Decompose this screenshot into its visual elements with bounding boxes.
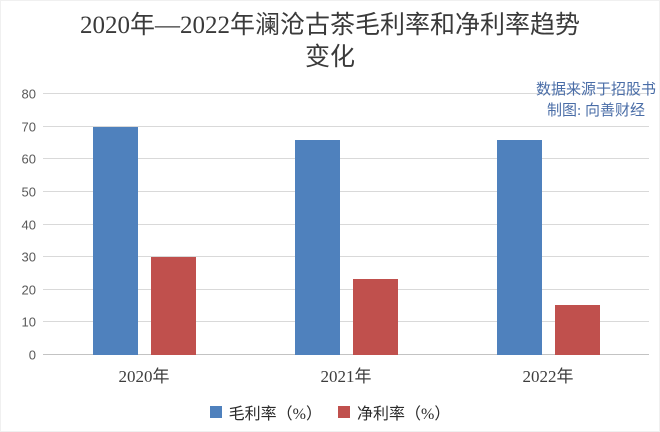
bar-group — [245, 94, 447, 355]
gridline — [43, 223, 649, 225]
y-tick-label: 30 — [21, 249, 36, 265]
legend-label: 净利率（%） — [357, 406, 451, 423]
bars-row — [43, 94, 649, 355]
x-tick-label: 2020年 — [118, 367, 170, 386]
bar-净利率（%） — [554, 304, 600, 355]
y-tick-label: 20 — [21, 282, 36, 298]
y-tick-label: 0 — [28, 347, 36, 363]
y-tick-label: 60 — [21, 151, 36, 167]
gridline — [43, 288, 649, 290]
gridline — [43, 256, 649, 258]
chart-title: 2020年—2022年澜沧古茶毛利率和净利率趋势 变化 — [1, 10, 659, 74]
bar-group — [447, 94, 649, 355]
y-tick-label: 10 — [21, 314, 36, 330]
y-axis-labels: 0 10 20 30 40 50 60 70 80 — [1, 87, 36, 363]
legend-swatch — [338, 406, 350, 418]
y-tick-label: 50 — [21, 184, 36, 200]
legend-label: 毛利率（%） — [228, 406, 322, 423]
bar-group — [43, 94, 245, 355]
x-tick-label: 2022年 — [522, 367, 574, 386]
gridline — [43, 158, 649, 160]
y-tick-label: 80 — [21, 86, 36, 102]
x-tick-label: 2021年 — [320, 367, 372, 386]
gridline — [43, 125, 649, 127]
gridline — [43, 93, 649, 94]
legend-item: 净利率（%） — [338, 400, 450, 424]
bar-毛利率（%） — [496, 139, 542, 355]
x-axis-labels: 2020年 2021年 2022年 — [43, 362, 649, 387]
bar-毛利率（%） — [294, 139, 340, 355]
x-axis-line — [43, 354, 649, 355]
chart-title-line1: 2020年—2022年澜沧古茶毛利率和净利率趋势 — [79, 12, 580, 39]
bar-净利率（%） — [150, 257, 196, 355]
plot-area — [43, 93, 649, 355]
bar-净利率（%） — [352, 278, 398, 355]
annotations: 数据来源于招股书 制图: 向善财经 — [536, 80, 656, 122]
gridline — [43, 321, 649, 323]
y-tick-label: 40 — [21, 217, 36, 232]
y-tick-label: 70 — [21, 119, 36, 135]
bar-毛利率（%） — [92, 126, 138, 355]
legend: 毛利率（%） 净利率（%） — [1, 400, 659, 424]
data-source-note: 数据来源于招股书 — [535, 82, 656, 98]
chart-credit-note: 制图: 向善财经 — [547, 103, 645, 119]
legend-item: 毛利率（%） — [209, 400, 322, 424]
legend-swatch — [209, 406, 222, 418]
chart-title-line2: 变化 — [304, 44, 355, 71]
gridline — [43, 190, 649, 192]
